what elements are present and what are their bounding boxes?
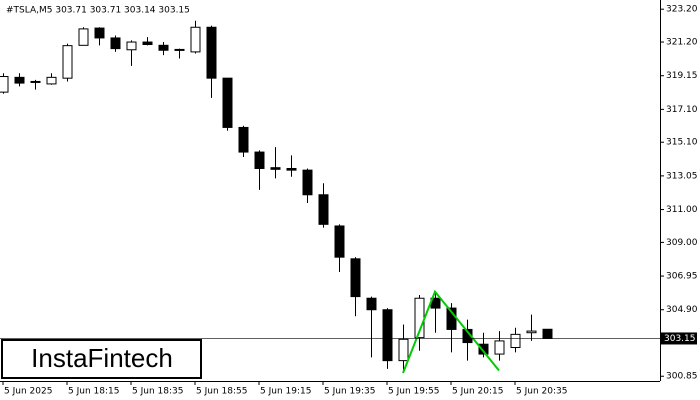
candle-body [478, 343, 489, 355]
candle-body [302, 169, 313, 196]
y-tick-label: 321.20 [666, 38, 698, 48]
candle-body [334, 225, 345, 258]
y-tick-label: 304.90 [666, 305, 698, 315]
x-tick-label: 5 Jun 20:15 [452, 387, 503, 397]
candle-body [510, 333, 521, 348]
x-tick-label: 5 Jun 19:15 [260, 387, 311, 397]
x-tick-label: 5 Jun 19:55 [388, 387, 439, 397]
watermark: InstaFintech [31, 343, 173, 373]
candle-body [526, 330, 537, 334]
candle-body [174, 48, 185, 51]
candle-body [94, 27, 105, 39]
candle-body [14, 76, 25, 84]
y-tick-label: 311.00 [666, 205, 698, 215]
x-tick-label: 5 Jun 2025 [4, 387, 52, 397]
current-price-label: 303.15 [664, 334, 696, 344]
candle-body [222, 77, 233, 128]
candle-body [30, 80, 41, 83]
candle-body [542, 328, 553, 339]
candle-body [62, 45, 73, 79]
y-tick-label: 309.00 [666, 238, 698, 248]
candle-body [494, 340, 505, 355]
candle-body [238, 126, 249, 153]
watermark-box [1, 339, 202, 379]
candle-body [158, 44, 169, 51]
candle-body [78, 28, 89, 46]
candle-body [270, 167, 281, 170]
x-tick-label: 5 Jun 18:15 [68, 387, 119, 397]
candle-body [286, 167, 297, 171]
x-tick-label: 5 Jun 18:35 [132, 387, 183, 397]
y-tick-label: 300.85 [666, 372, 698, 382]
candle-body [142, 41, 153, 46]
candle-body [206, 26, 217, 79]
x-tick-label: 5 Jun 20:35 [516, 387, 567, 397]
candle-body [0, 76, 9, 93]
y-tick-label: 306.95 [666, 272, 698, 282]
candle-body [382, 309, 393, 362]
candle-body [318, 194, 329, 225]
candle-body [190, 26, 201, 53]
candle-body [366, 297, 377, 311]
y-tick-label: 315.10 [666, 138, 698, 148]
pattern-line [402, 289, 500, 374]
y-tick-label: 319.15 [666, 71, 698, 81]
y-tick-label: 323.20 [666, 5, 698, 15]
x-tick-label: 5 Jun 18:55 [196, 387, 247, 397]
current-price-box [661, 332, 697, 345]
candle-body [46, 76, 57, 85]
chart-title: #TSLA,M5 303.71 303.71 303.14 303.15 [6, 6, 190, 16]
candle-body [126, 41, 137, 51]
y-tick-label: 313.05 [666, 171, 698, 181]
y-tick-label: 317.10 [666, 105, 698, 115]
candle-body [254, 151, 265, 169]
x-tick-label: 5 Jun 19:35 [324, 387, 375, 397]
candle-body [398, 338, 409, 362]
candle-body [350, 258, 361, 298]
candle-body [110, 37, 121, 50]
